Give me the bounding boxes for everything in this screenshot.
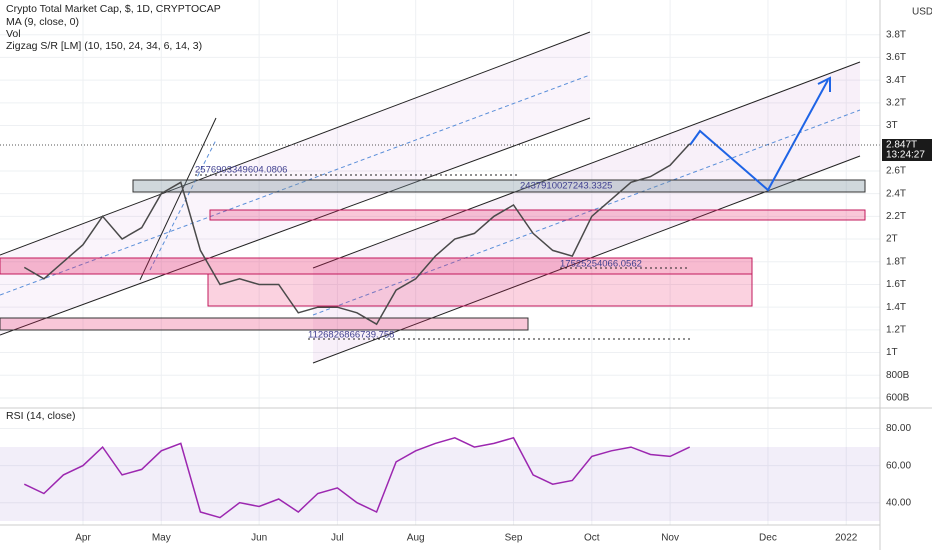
- channel-fill: [0, 32, 590, 335]
- annotation: 1126826866739.758: [308, 330, 394, 341]
- channel-fill: [313, 62, 860, 363]
- channel-line: [312, 61, 861, 269]
- trend-mid: [149, 139, 217, 271]
- y-tick-label: 2.2T: [886, 211, 906, 222]
- y-tick-label: 1T: [886, 347, 898, 358]
- y-tick-label: 600B: [886, 393, 910, 404]
- zone: [132, 179, 866, 193]
- x-tick-label: Nov: [661, 533, 679, 544]
- grid-layer: [0, 0, 880, 525]
- countdown: 13:24:27: [886, 150, 925, 161]
- zone: [0, 317, 529, 331]
- indicator-label: MA (9, close, 0): [6, 16, 79, 28]
- mark-layer: [23, 143, 691, 519]
- y-tick-label: 1.6T: [886, 279, 906, 290]
- annotation: 17525254066.0562: [560, 259, 642, 270]
- x-tick-label: Apr: [75, 533, 91, 544]
- y-tick-label: 3.8T: [886, 29, 906, 40]
- y-tick-label: 3.2T: [886, 97, 906, 108]
- x-tick-label: Jun: [251, 533, 267, 544]
- channel-mid: [312, 109, 861, 316]
- x-tick-label: Dec: [759, 533, 777, 544]
- annotation: 2437910027243.3325: [520, 181, 612, 192]
- y-tick-label: 60.00: [886, 460, 911, 471]
- indicator-label: Zigzag S/R [LM] (10, 150, 24, 34, 6, 14,…: [6, 40, 202, 52]
- x-tick-label: May: [152, 533, 171, 544]
- indicator-label: Vol: [6, 28, 21, 40]
- y-tick-label: 3.6T: [886, 52, 906, 63]
- chart-title: Crypto Total Market Cap, $, 1D, CRYPTOCA…: [6, 3, 221, 15]
- arrow-head: [817, 76, 831, 92]
- y-tick-label: 800B: [886, 370, 910, 381]
- y-tick-label: 40.00: [886, 497, 911, 508]
- x-tick-label: Sep: [505, 533, 523, 544]
- y-tick-label: 2.6T: [886, 166, 906, 177]
- last-price: 2.847T: [886, 140, 917, 151]
- series-line: [23, 143, 691, 326]
- price-badge: [882, 139, 932, 161]
- y-tick-label: 3.4T: [886, 75, 906, 86]
- x-tick-label: Oct: [584, 533, 600, 544]
- currency: USD: [912, 7, 932, 18]
- y-tick-label: 1.4T: [886, 302, 906, 313]
- channel-line: [0, 117, 591, 336]
- x-tick-label: Jul: [331, 533, 344, 544]
- zone: [207, 273, 753, 307]
- annotation: 2576903349604.0806: [195, 165, 287, 176]
- y-tick-label: 1.8T: [886, 256, 906, 267]
- trend-line: [139, 117, 217, 281]
- channel-line: [0, 31, 591, 256]
- rsi-title: RSI (14, close): [6, 410, 75, 422]
- x-tick-label: 2022: [835, 533, 858, 544]
- rsi-band: [0, 447, 880, 521]
- y-tick-label: 2.4T: [886, 188, 906, 199]
- y-tick-label: 1.2T: [886, 324, 906, 335]
- zone: [209, 209, 866, 221]
- y-tick-label: 80.00: [886, 423, 911, 434]
- y-tick-label: 2T: [886, 234, 898, 245]
- y-tick-label: 3T: [886, 120, 898, 131]
- projection: [689, 79, 829, 192]
- series-line: [23, 436, 691, 519]
- x-tick-label: Aug: [407, 533, 425, 544]
